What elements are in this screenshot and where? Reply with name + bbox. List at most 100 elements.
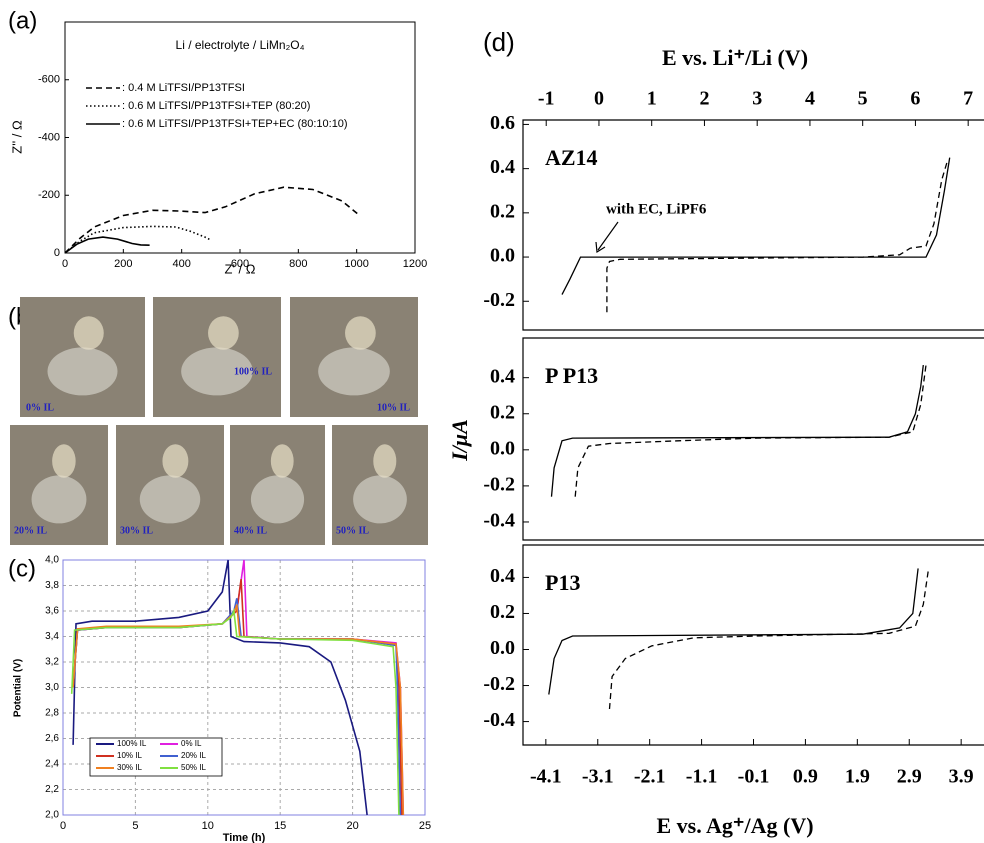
x-tick-label: 0: [60, 820, 66, 832]
photo-beaker: [318, 347, 390, 396]
data-line: [548, 568, 919, 695]
x-tick-label: 6: [910, 88, 920, 110]
photo-flame: [208, 316, 239, 350]
x2-tick-label: -0.1: [738, 766, 770, 788]
data-line: [64, 186, 361, 254]
x2-tick-label: 2.9: [897, 766, 922, 788]
y-tick-label: 2,2: [45, 784, 59, 795]
x-tick-label: 200: [114, 258, 132, 270]
x-tick-label: 5: [132, 820, 138, 832]
photo-flame: [373, 444, 397, 478]
photo-flame: [270, 444, 294, 478]
data-line: [64, 236, 150, 254]
x2-tick-label: -1.1: [686, 766, 718, 788]
y-tick-label: 3,6: [45, 606, 59, 617]
x-axis-label: Z' / Ω: [225, 261, 256, 276]
y-tick-label: 3,2: [45, 657, 59, 668]
legend-label: : 0.6 M LiTFSI/PP13TFSI+TEP+EC (80:10:10…: [122, 118, 348, 130]
y-tick-label: -0.2: [483, 289, 515, 311]
x-tick-label: 5: [858, 88, 868, 110]
photo-caption: 100% IL: [234, 366, 272, 377]
y-tick-label: 2,0: [45, 810, 59, 821]
y-tick-label: 0.2: [490, 601, 515, 623]
subplot-label: AZ14: [545, 145, 598, 170]
y-tick-label: 0.4: [490, 565, 515, 587]
x-tick-label: 0: [62, 258, 68, 270]
data-line: [574, 365, 927, 497]
x-tick-label: 600: [231, 258, 249, 270]
photo-beaker: [353, 475, 407, 524]
annotation-arrowhead: [595, 241, 606, 254]
data-line: [64, 225, 212, 254]
plot-frame: [522, 337, 984, 541]
y-tick-label: 0.0: [490, 245, 515, 267]
photo-caption: 20% IL: [14, 525, 47, 536]
legend-label: 10% IL: [117, 751, 142, 760]
panel-label: (a): [8, 7, 37, 34]
x-tick-label: 1: [647, 88, 657, 110]
y-tick-label: -0.2: [483, 673, 515, 695]
data-line: [608, 568, 930, 710]
data-line: [561, 157, 951, 295]
y-tick-label: 0.4: [490, 365, 515, 387]
legend-label: 0% IL: [181, 739, 202, 748]
photo-beaker: [31, 475, 87, 524]
photo-beaker: [139, 475, 201, 524]
photo-caption: 10% IL: [377, 402, 410, 413]
y-tick-label: 0.0: [490, 437, 515, 459]
photo-flame: [73, 316, 104, 350]
chart-title: Li / electrolyte / LiMn₂O₄: [176, 38, 305, 52]
x2-tick-label: -3.1: [582, 766, 614, 788]
y-axis-label: Potential (V): [13, 659, 24, 717]
y-tick-label: 0.0: [490, 637, 515, 659]
photo-flame: [345, 316, 376, 350]
photo-caption: 30% IL: [120, 525, 153, 536]
y-tick-label: 3,4: [45, 631, 59, 642]
photo-beaker: [47, 347, 118, 396]
y-tick-label: 2,4: [45, 759, 59, 770]
y-tick-label: 0.2: [490, 401, 515, 423]
photo-caption: 50% IL: [336, 525, 369, 536]
x2-tick-label: -2.1: [634, 766, 666, 788]
x-tick-label: 3: [752, 88, 762, 110]
y-tick-label: 3,8: [45, 580, 59, 591]
legend-label: : 0.4 M LiTFSI/PP13TFSI: [122, 82, 245, 94]
plot-frame: [522, 544, 984, 746]
y-tick-label: -600: [38, 74, 60, 86]
y-tick-label: 2,6: [45, 733, 59, 744]
photo-flame: [52, 444, 76, 478]
legend-label: 30% IL: [117, 763, 142, 772]
y-tick-label: 0.4: [490, 156, 515, 178]
x-tick-label: 2: [699, 88, 709, 110]
x2-axis-label: E vs. Ag⁺/Ag (V): [656, 813, 813, 838]
x2-tick-label: -4.1: [530, 766, 562, 788]
x-axis-label: Time (h): [223, 832, 266, 843]
x2-tick-label: 3.9: [949, 766, 974, 788]
y-tick-label: 0.2: [490, 200, 515, 222]
x-tick-label: -1: [538, 88, 555, 110]
panel-label: (d): [483, 27, 515, 57]
x-axis-label: E vs. Li⁺/Li (V): [662, 45, 808, 70]
x2-tick-label: 1.9: [845, 766, 870, 788]
x2-tick-label: 0.9: [793, 766, 818, 788]
y-axis-label: Z'' / Ω: [9, 120, 24, 154]
data-line: [72, 604, 405, 816]
panel-label: (c): [8, 555, 36, 582]
x-tick-label: 400: [172, 258, 190, 270]
y-tick-label: 0: [54, 247, 60, 259]
x-tick-label: 4: [805, 88, 815, 110]
photo-beaker: [250, 475, 305, 524]
photo-flame: [162, 444, 189, 478]
plot-frame: [522, 119, 984, 331]
x-tick-label: 20: [346, 820, 358, 832]
photo-caption: 40% IL: [234, 525, 267, 536]
legend-label: : 0.6 M LiTFSI/PP13TFSI+TEP (80:20): [122, 100, 310, 112]
x-tick-label: 10: [202, 820, 214, 832]
x-tick-label: 1200: [403, 258, 427, 270]
legend-label: 50% IL: [181, 763, 206, 772]
legend-label: 100% IL: [117, 739, 147, 748]
data-line: [72, 559, 368, 816]
x-tick-label: 800: [289, 258, 307, 270]
